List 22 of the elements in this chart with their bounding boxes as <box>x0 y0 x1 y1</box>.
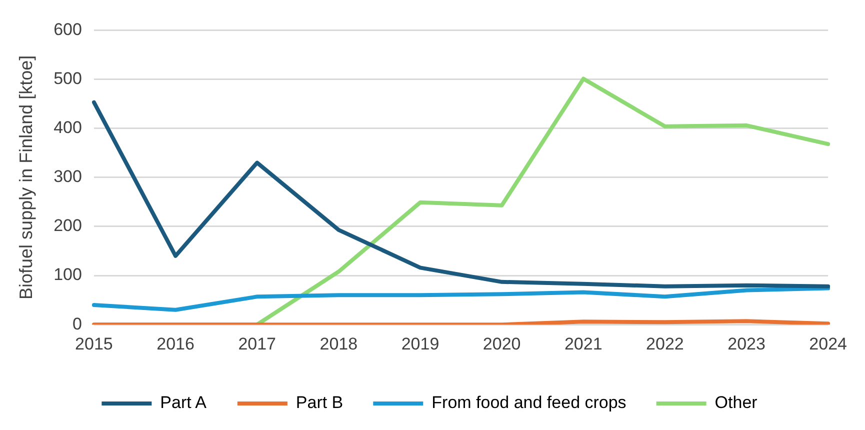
y-tick-label: 0 <box>72 314 82 334</box>
x-tick-label: 2016 <box>156 334 194 354</box>
x-tick-label: 2018 <box>320 334 358 354</box>
x-tick-label: 2021 <box>564 334 602 354</box>
legend-label: From food and feed crops <box>432 393 626 412</box>
y-tick-label: 300 <box>54 167 82 186</box>
y-tick-label: 200 <box>54 216 82 236</box>
x-tick-label: 2019 <box>401 334 440 354</box>
x-tick-label: 2022 <box>646 334 684 354</box>
x-tick-label: 2023 <box>728 334 766 354</box>
y-tick-label: 400 <box>54 118 82 138</box>
x-tick-label: 2024 <box>809 334 848 354</box>
x-tick-label: 2015 <box>75 334 113 354</box>
legend-label: Part B <box>296 393 344 412</box>
x-tick-label: 2017 <box>238 334 276 354</box>
y-tick-label: 500 <box>54 68 82 88</box>
x-tick-label: 2020 <box>482 334 521 354</box>
y-tick-label: 100 <box>54 265 82 284</box>
legend-label: Part A <box>160 393 208 412</box>
y-tick-label: 600 <box>54 20 82 39</box>
legend-label: Other <box>714 393 758 412</box>
y-axis-title: Biofuel supply in Finland [ktoe] <box>16 55 36 300</box>
